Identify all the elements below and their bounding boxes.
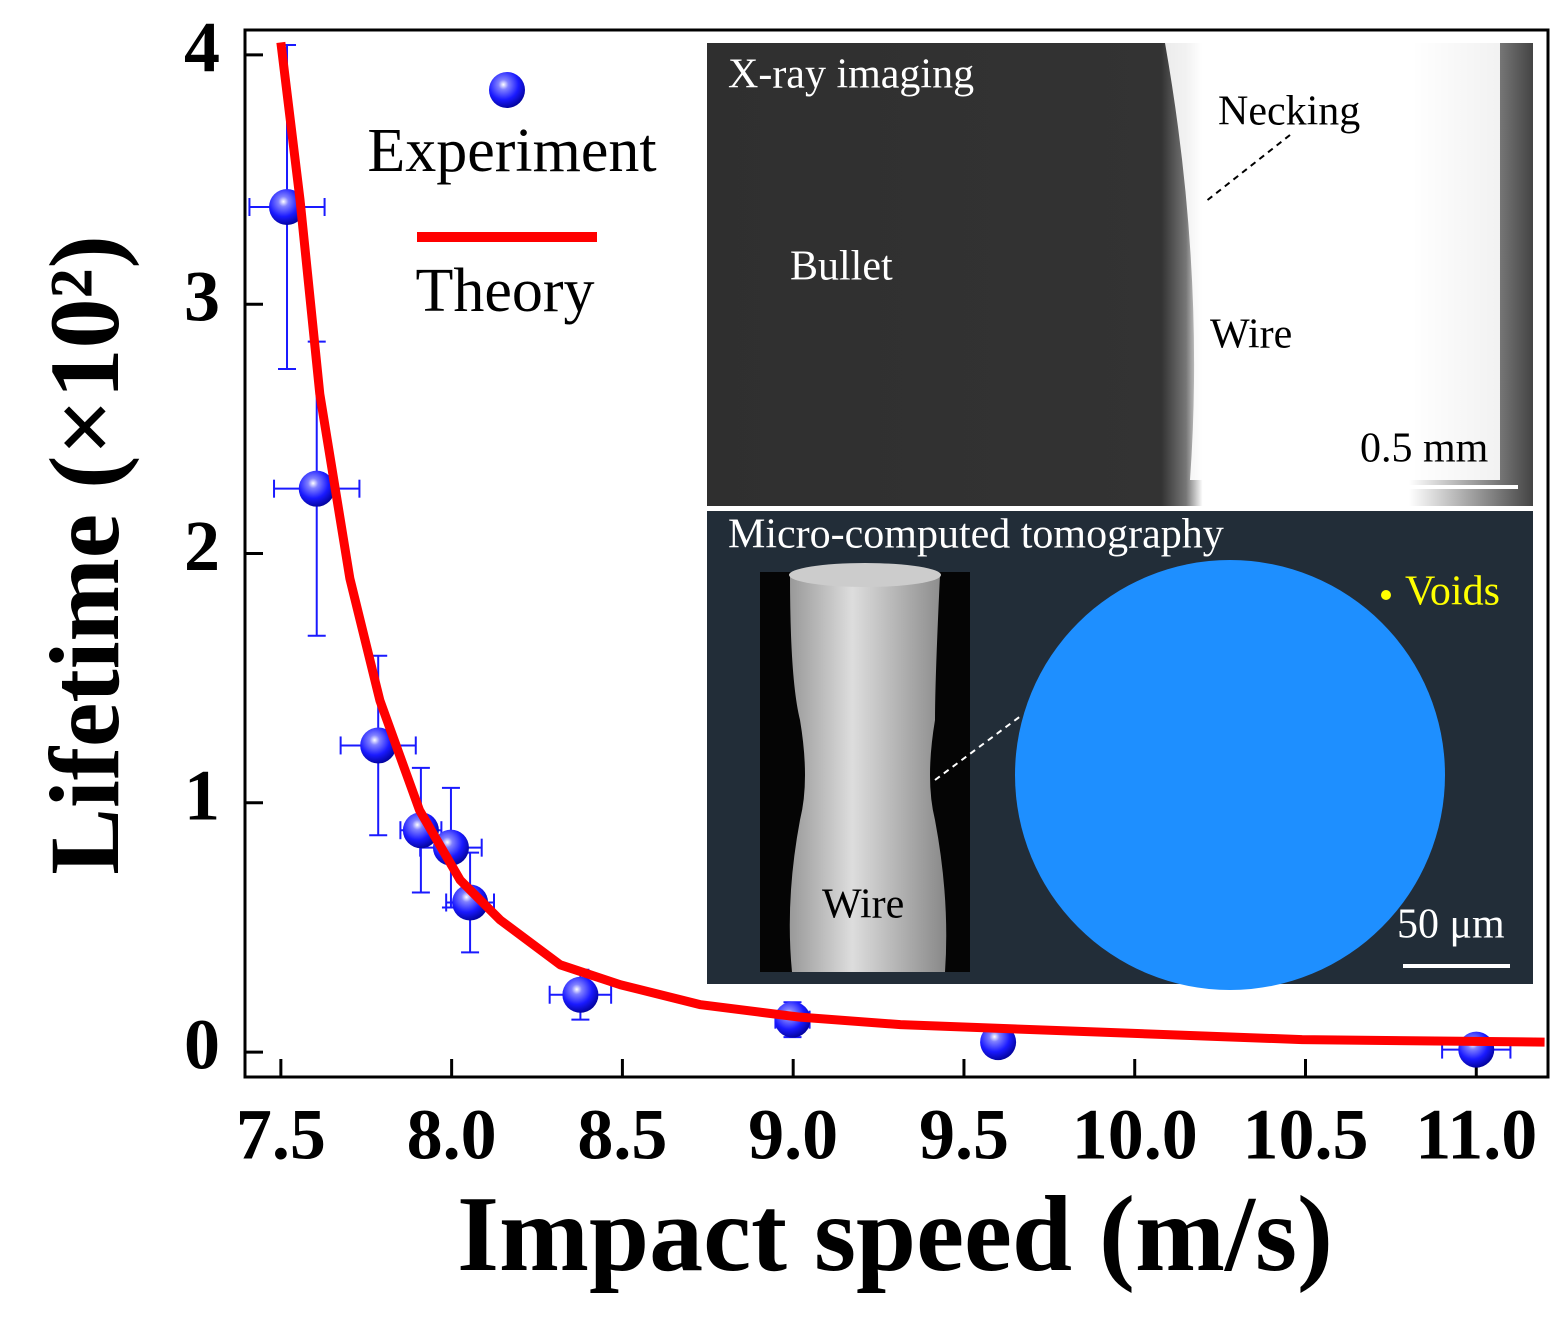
annotation: Wire (822, 882, 904, 928)
inset-xray (707, 43, 1533, 506)
annotation: X-ray imaging (728, 52, 974, 98)
x-tick-label: 8.0 (407, 1095, 497, 1175)
y-tick-label: 2 (184, 506, 220, 586)
data-point (562, 976, 599, 1013)
x-tick-label: 7.5 (236, 1095, 326, 1175)
x-tick-label: 8.5 (577, 1095, 667, 1175)
data-point (298, 470, 335, 507)
annotation: Wire (1210, 312, 1292, 358)
x-tick-label: 9.0 (748, 1095, 838, 1175)
x-tick-label: 10.0 (1072, 1095, 1198, 1175)
annotation: Micro-computed tomography (728, 512, 1224, 558)
y-tick-label: 1 (184, 755, 220, 835)
legend-label: Experiment (367, 117, 656, 185)
x-tick-label: 10.5 (1243, 1095, 1369, 1175)
annotation: 50 μm (1397, 902, 1505, 948)
y-axis-label: Lifetime (×10²) (29, 235, 140, 875)
annotation: 0.5 mm (1360, 426, 1489, 472)
y-tick-label: 4 (184, 7, 220, 87)
annotation: Necking (1218, 89, 1360, 135)
inset-ct (707, 511, 1533, 990)
legend-marker (489, 72, 525, 108)
y-tick-label: 0 (184, 1005, 220, 1085)
x-tick-label: 9.5 (919, 1095, 1009, 1175)
legend-label: Theory (415, 257, 594, 325)
x-tick-label: 11.0 (1415, 1095, 1537, 1175)
x-axis-label: Impact speed (m/s) (457, 1175, 1333, 1294)
annotation: Bullet (790, 244, 893, 290)
y-tick-label: 3 (184, 257, 220, 337)
annotation: Voids (1405, 569, 1500, 615)
data-point (360, 727, 397, 764)
theory-line (276, 41, 1545, 1047)
